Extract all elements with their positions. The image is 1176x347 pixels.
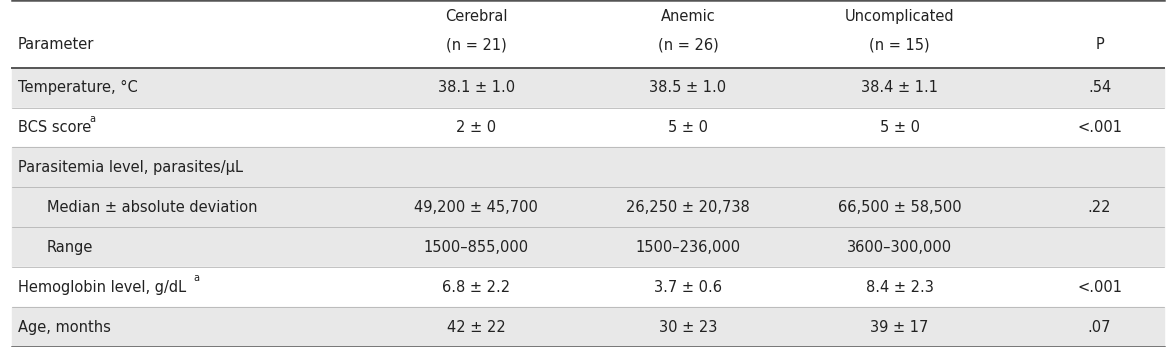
Text: 3.7 ± 0.6: 3.7 ± 0.6 [654, 280, 722, 295]
Text: Parameter: Parameter [18, 37, 94, 52]
Text: 1500–236,000: 1500–236,000 [635, 240, 741, 255]
Text: 42 ± 22: 42 ± 22 [447, 320, 506, 335]
Text: 5 ± 0: 5 ± 0 [880, 120, 920, 135]
Text: Range: Range [47, 240, 93, 255]
Text: 66,500 ± 58,500: 66,500 ± 58,500 [837, 200, 962, 215]
Bar [12, 307, 1164, 347]
Text: <.001: <.001 [1077, 120, 1122, 135]
Text: 38.1 ± 1.0: 38.1 ± 1.0 [437, 80, 515, 95]
Text: 5 ± 0: 5 ± 0 [668, 120, 708, 135]
Bar [12, 108, 1164, 147]
Text: Uncomplicated: Uncomplicated [844, 9, 955, 24]
Text: 2 ± 0: 2 ± 0 [456, 120, 496, 135]
Bar [12, 187, 1164, 227]
Text: .54: .54 [1088, 80, 1111, 95]
Text: (n = 26): (n = 26) [657, 37, 719, 52]
Text: Cerebral: Cerebral [445, 9, 508, 24]
Text: 3600–300,000: 3600–300,000 [847, 240, 953, 255]
Bar [12, 267, 1164, 307]
Bar [12, 227, 1164, 267]
Text: 1500–855,000: 1500–855,000 [423, 240, 529, 255]
Text: <.001: <.001 [1077, 280, 1122, 295]
Text: 38.4 ± 1.1: 38.4 ± 1.1 [861, 80, 938, 95]
Text: Temperature, °C: Temperature, °C [18, 80, 138, 95]
Text: Age, months: Age, months [18, 320, 111, 335]
Text: .07: .07 [1088, 320, 1111, 335]
Text: BCS score: BCS score [18, 120, 91, 135]
Text: 26,250 ± 20,738: 26,250 ± 20,738 [626, 200, 750, 215]
Text: 6.8 ± 2.2: 6.8 ± 2.2 [442, 280, 510, 295]
Text: 49,200 ± 45,700: 49,200 ± 45,700 [414, 200, 539, 215]
Text: Median ± absolute deviation: Median ± absolute deviation [47, 200, 258, 215]
Bar [12, 0, 1164, 68]
Text: a: a [89, 114, 95, 124]
Text: 39 ± 17: 39 ± 17 [870, 320, 929, 335]
Text: .22: .22 [1088, 200, 1111, 215]
Bar [12, 68, 1164, 108]
Text: Anemic: Anemic [661, 9, 715, 24]
Text: (n = 15): (n = 15) [869, 37, 930, 52]
Text: Parasitemia level, parasites/μL: Parasitemia level, parasites/μL [18, 160, 242, 175]
Text: 38.5 ± 1.0: 38.5 ± 1.0 [649, 80, 727, 95]
Text: (n = 21): (n = 21) [446, 37, 507, 52]
Text: a: a [194, 273, 200, 283]
Text: 8.4 ± 2.3: 8.4 ± 2.3 [866, 280, 934, 295]
Text: Hemoglobin level, g/dL: Hemoglobin level, g/dL [18, 280, 186, 295]
Bar [12, 147, 1164, 187]
Text: P: P [1095, 37, 1104, 52]
Text: 30 ± 23: 30 ± 23 [659, 320, 717, 335]
